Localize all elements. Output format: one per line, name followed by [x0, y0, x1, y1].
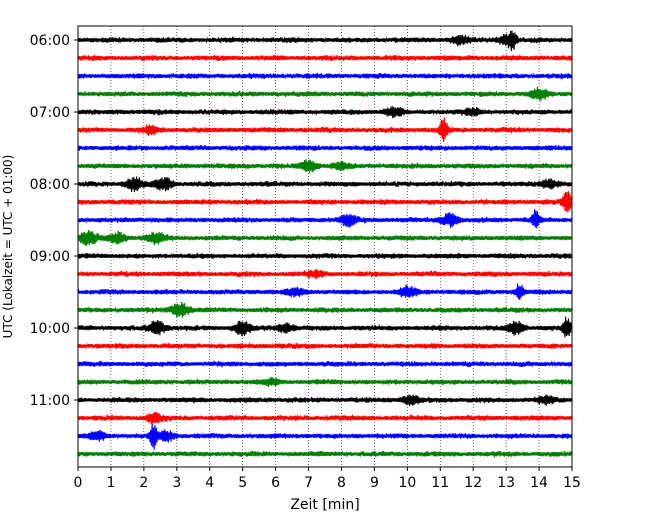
x-tick-label: 2 [139, 475, 148, 491]
y-tick-label: 06:00 [30, 33, 70, 49]
trace-0830 [77, 209, 573, 229]
trace-1100 [77, 394, 573, 407]
trace-0630 [77, 72, 573, 80]
x-tick-label: 6 [271, 475, 280, 491]
trace-0845 [77, 229, 573, 247]
trace-0715 [77, 117, 573, 143]
trace-0930 [77, 283, 573, 301]
x-tick-label: 7 [304, 475, 313, 491]
trace-0645 [77, 86, 573, 102]
x-tick-label: 8 [337, 475, 346, 491]
axes-frame [77, 25, 573, 468]
trace-0815 [77, 191, 573, 213]
y-tick-label: 08:00 [30, 177, 70, 193]
trace-1045 [77, 376, 573, 388]
trace-0615 [77, 54, 573, 62]
x-tick-label: 14 [530, 475, 548, 491]
x-tick-label: 11 [431, 475, 449, 491]
y-axis-label: UTC (Lokalzeit = UTC + 01:00) [1, 155, 15, 339]
trace-0600 [77, 30, 573, 52]
trace-1145 [77, 450, 573, 458]
trace-0730 [77, 144, 573, 152]
x-tick-label: 0 [74, 475, 83, 491]
trace-1130 [77, 423, 573, 450]
x-tick-label: 12 [464, 475, 482, 491]
trace-0745 [77, 159, 573, 174]
trace-1000 [77, 316, 573, 338]
x-tick-label: 13 [497, 475, 515, 491]
trace-0945 [77, 301, 573, 318]
x-tick-label: 1 [106, 475, 115, 491]
y-tick-label: 09:00 [30, 249, 70, 265]
trace-0900 [77, 252, 573, 260]
trace-0800 [77, 176, 573, 193]
seismogram-traces [77, 30, 573, 458]
trace-1015 [77, 342, 573, 350]
y-tick-label: 11:00 [30, 393, 70, 409]
x-tick-label: 10 [398, 475, 416, 491]
trace-0915 [77, 268, 573, 279]
x-tick-label: 5 [238, 475, 247, 491]
x-axis-label: Zeit [min] [290, 497, 359, 513]
x-tick-label: 15 [563, 475, 581, 491]
x-tick-label: 9 [370, 475, 379, 491]
y-tick-label: 10:00 [30, 321, 70, 337]
x-axis-ticks: 0 1 2 3 4 5 6 7 8 9 10 11 12 13 14 15 [74, 467, 581, 491]
y-axis-ticks: 06:00 07:00 08:00 09:00 10:00 11:00 [30, 33, 78, 409]
trace-1030 [77, 360, 573, 368]
x-tick-label: 3 [172, 475, 181, 491]
trace-1115 [77, 411, 573, 425]
trace-0700 [77, 105, 573, 119]
y-tick-label: 07:00 [30, 105, 70, 121]
x-tick-label: 4 [205, 475, 214, 491]
